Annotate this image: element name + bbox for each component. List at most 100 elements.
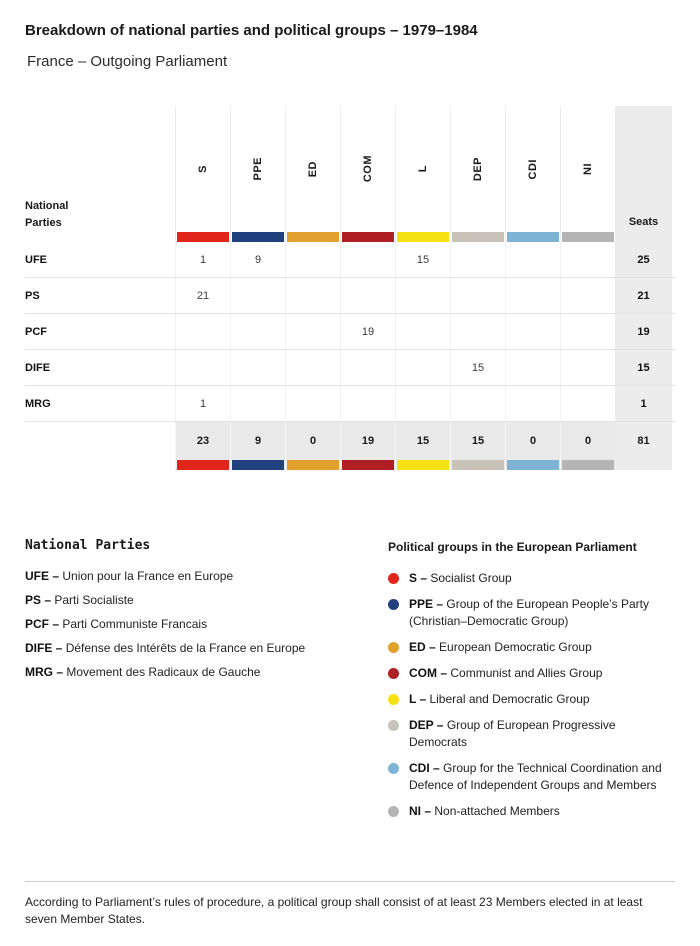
seat-count [175,350,230,385]
seat-count: 15 [450,350,505,385]
seat-count [560,242,615,277]
seat-count [560,350,615,385]
party-name: MRG [25,397,51,410]
group-color-dot [388,573,399,584]
page-title: Breakdown of national parties and politi… [25,22,478,39]
group-color-dot [388,806,399,817]
seat-count [450,278,505,313]
seat-count: 1 [175,242,230,277]
footer-divider [25,881,675,882]
seat-count: 21 [175,278,230,313]
total-ed: 0 [285,422,340,470]
group-code: PPE [252,157,264,181]
seat-count [340,278,395,313]
legend-item: DEP – Group of European Progressive Demo… [388,717,675,751]
group-color-bar [342,460,394,470]
party-name: PCF [25,325,47,338]
footnote: According to Parliament’s rules of proce… [25,895,643,926]
group-code: CDI [527,158,539,180]
group-code: L [417,165,429,173]
group-color-bar [232,232,284,242]
total-s: 23 [175,422,230,470]
group-color-bar [287,232,339,242]
seat-count [450,314,505,349]
table-row: MRG 1 1 [25,386,675,422]
seat-count [285,386,340,421]
column-header-s: S [175,106,230,242]
group-code: DEP [472,156,484,182]
group-color-dot [388,694,399,705]
group-color-bar [397,460,449,470]
seat-count [285,278,340,313]
party-name: DIFE [25,361,51,374]
table-row: PS 21 21 [25,278,675,314]
total-ppe: 9 [230,422,285,470]
seats-total: 25 [615,242,672,277]
legend-item: MRG – Movement des Radicaux de Gauche [25,665,261,679]
totals-row: 23 9 0 19 15 15 [25,422,675,470]
legend-item: ED – European Democratic Group [388,639,675,656]
seat-count [230,314,285,349]
seat-count [230,278,285,313]
seat-count [340,242,395,277]
group-color-bar [232,460,284,470]
total-l: 15 [395,422,450,470]
table-corner-label: National Parties [25,199,69,229]
seat-count: 19 [340,314,395,349]
column-header-seats: Seats [615,106,672,242]
group-color-bar [452,232,504,242]
breakdown-table: National Parties S PPE ED COM L [25,106,675,470]
group-color-dot [388,763,399,774]
legend-item: S – Socialist Group [388,570,675,587]
political-groups-legend: Political groups in the European Parliam… [388,538,675,829]
column-header-com: COM [340,106,395,242]
group-code: ED [307,160,319,178]
group-color-bar [507,460,559,470]
seat-count [285,242,340,277]
table-header-row: National Parties S PPE ED COM L [25,106,675,242]
page-subtitle: France – Outgoing Parliament [27,53,228,70]
seat-count [505,314,560,349]
totals-empty-cell [25,422,175,470]
legend-item: NI – Non-attached Members [388,803,675,820]
legend-section: National Parties UFE – Union pour la Fra… [25,538,675,829]
seat-count [285,314,340,349]
group-color-dot [388,720,399,731]
group-color-dot [388,642,399,653]
group-color-dot [388,668,399,679]
seat-count [395,314,450,349]
seat-count [230,350,285,385]
group-code: COM [362,155,374,183]
seats-total: 15 [615,350,672,385]
seats-total: 21 [615,278,672,313]
legend-item: PPE – Group of the European People’s Par… [388,596,675,630]
group-color-bar [287,460,339,470]
group-color-bar [507,232,559,242]
seats-total: 1 [615,386,672,421]
group-color-bar [342,232,394,242]
seat-count [395,386,450,421]
column-header-ppe: PPE [230,106,285,242]
total-dep: 15 [450,422,505,470]
seat-count [560,314,615,349]
seat-count [560,386,615,421]
table-row: DIFE 15 15 [25,350,675,386]
column-header-cdi: CDI [505,106,560,242]
seat-count [395,278,450,313]
legend-item: PCF – Parti Communiste Francais [25,617,208,631]
seat-count: 1 [175,386,230,421]
seat-count [505,278,560,313]
party-name: PS [25,289,40,302]
column-header-dep: DEP [450,106,505,242]
table-row: UFE 1 9 15 25 [25,242,675,278]
total-cdi: 0 [505,422,560,470]
column-header-ni: NI [560,106,615,242]
seats-total: 19 [615,314,672,349]
political-groups-legend-heading: Political groups in the European Parliam… [388,540,637,554]
seat-count [395,350,450,385]
seat-count [505,350,560,385]
seat-count: 9 [230,242,285,277]
seat-count [505,386,560,421]
group-color-bar [177,232,229,242]
seat-count [560,278,615,313]
